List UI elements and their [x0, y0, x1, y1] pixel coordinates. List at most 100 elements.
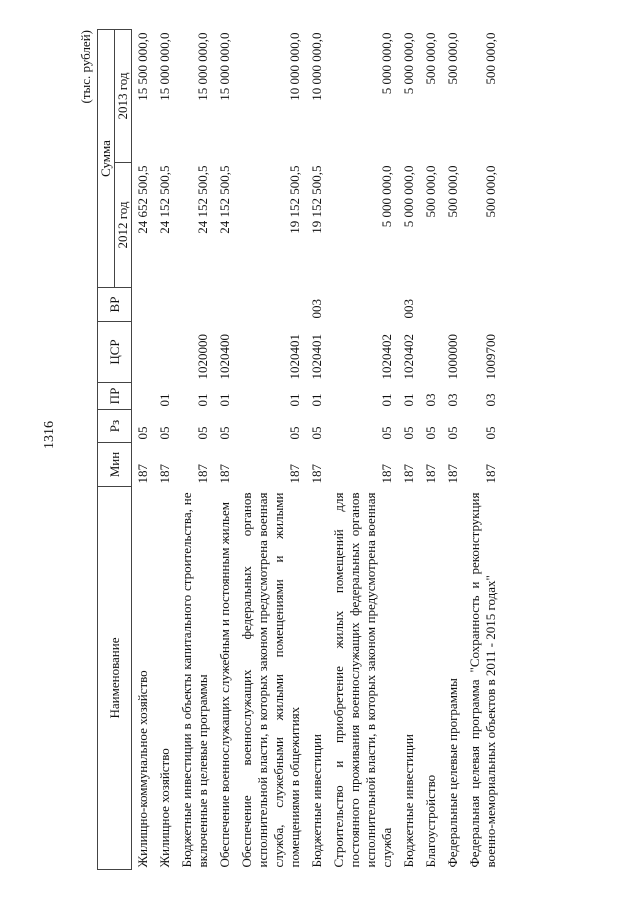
header-min: Мин	[97, 442, 132, 487]
cell-vr: 003	[309, 299, 324, 319]
page-number: 1316	[42, 421, 57, 449]
cell-pr: 01	[309, 393, 324, 407]
cell-y2013: 5 000 000,0	[401, 32, 416, 95]
cell-rz: 05	[287, 426, 302, 440]
cell-pr: 03	[483, 393, 498, 407]
table-row: Обеспечение военнослужащих служебным и п…	[214, 30, 236, 870]
cell-csr	[154, 322, 176, 383]
cell-y2013: 10 000 000,0	[309, 32, 324, 101]
header-name: Наименование	[97, 486, 132, 870]
cell-rz: 05	[135, 426, 150, 440]
table-row: Жилищно-коммунальное хозяйство 187 05 24 65…	[132, 30, 155, 870]
header-vr: ВР	[97, 287, 132, 322]
cell-name: Бюджетные инвестиции в объекты капитальн…	[179, 492, 210, 868]
cell-rz: 05	[217, 426, 232, 440]
cell-pr: 01	[379, 393, 394, 407]
cell-rz: 05	[379, 426, 394, 440]
cell-name: Обеспечение военнослужащих служебным и п…	[217, 501, 232, 868]
cell-y2012: 24 652 500,5	[135, 165, 150, 234]
cell-vr	[464, 288, 502, 322]
cell-min: 187	[423, 464, 438, 484]
header-rz: Рз	[97, 409, 132, 443]
table-row: Обеспечение военнослужащих федеральных о…	[236, 30, 306, 870]
cell-min: 187	[309, 464, 324, 484]
cell-csr: 1020000	[195, 334, 210, 380]
header-csr: ЦСР	[97, 321, 132, 383]
cell-y2013: 10 000 000,0	[287, 32, 302, 101]
cell-rz: 05	[401, 426, 416, 440]
cell-rz: 05	[195, 426, 210, 440]
cell-rz: 05	[157, 426, 172, 440]
cell-y2012: 5 000 000,0	[379, 165, 394, 228]
header-sum: Сумма	[97, 29, 115, 288]
cell-y2012: 500 000,0	[423, 165, 438, 218]
cell-min: 187	[135, 464, 150, 484]
cell-csr: 1020401	[309, 334, 324, 380]
cell-y2012: 500 000,0	[483, 165, 498, 218]
cell-y2013: 5 000 000,0	[379, 32, 394, 95]
cell-pr: 01	[287, 393, 302, 407]
cell-csr: 1000000	[445, 334, 460, 380]
cell-vr	[154, 288, 176, 322]
cell-csr: 1009700	[483, 334, 498, 380]
cell-vr	[328, 288, 398, 322]
units-label: (тыс. рублей)	[78, 30, 93, 104]
cell-y2013: 15 000 000,0	[195, 32, 210, 101]
cell-pr: 03	[423, 393, 438, 407]
cell-csr: 1020402	[401, 334, 416, 380]
cell-name: Бюджетные инвестиции	[401, 734, 416, 868]
cell-y2012: 24 152 500,5	[195, 165, 210, 234]
table-row: Бюджетные инвестиции 187 05 01 1020401 003 19 …	[306, 30, 328, 870]
cell-y2013: 500 000,0	[483, 32, 498, 85]
cell-min: 187	[287, 464, 302, 484]
table-row: Бюджетные инвестиции 187 05 01 1020402 003 5 0…	[398, 30, 420, 870]
cell-csr	[420, 322, 442, 383]
cell-y2012: 19 152 500,5	[287, 165, 302, 234]
cell-name: Обеспечение военнослужащих федеральных о…	[239, 492, 302, 868]
cell-name: Федеральная целевая программа "Сохраннос…	[467, 492, 498, 868]
cell-pr: 01	[157, 393, 172, 407]
cell-min: 187	[217, 464, 232, 484]
cell-min: 187	[157, 464, 172, 484]
cell-y2013: 15 000 000,0	[217, 32, 232, 101]
cell-name: Бюджетные инвестиции	[309, 734, 324, 868]
cell-rz: 05	[423, 426, 438, 440]
cell-name: Жилищное хозяйство	[157, 748, 172, 868]
cell-vr	[132, 288, 155, 322]
cell-y2012: 24 152 500,5	[217, 165, 232, 234]
table-row: Федеральные целевые программы 187 05 03 1000…	[442, 30, 464, 870]
table-row: Федеральная целевая программа "Сохраннос…	[464, 30, 502, 870]
cell-vr	[176, 288, 214, 322]
cell-name: Благоустройство	[423, 774, 438, 868]
cell-pr: 01	[195, 393, 210, 407]
cell-csr	[132, 322, 155, 383]
cell-y2012: 24 152 500,5	[157, 165, 172, 234]
cell-name: Строительство и приобретение жилых помещ…	[331, 492, 394, 868]
cell-y2012: 19 152 500,5	[309, 165, 324, 234]
cell-pr: 01	[401, 393, 416, 407]
table-row: Строительство и приобретение жилых помещ…	[328, 30, 398, 870]
cell-rz: 05	[309, 426, 324, 440]
cell-name: Жилищно-коммунальное хозяйство	[135, 670, 150, 868]
cell-min: 187	[483, 464, 498, 484]
cell-csr: 1020401	[287, 334, 302, 380]
cell-min: 187	[401, 464, 416, 484]
cell-vr	[236, 288, 306, 322]
cell-min: 187	[379, 464, 394, 484]
cell-y2013: 15 000 000,0	[157, 32, 172, 101]
cell-min: 187	[195, 464, 210, 484]
cell-vr	[442, 288, 464, 322]
table-row: Жилищное хозяйство 187 05 01 24 152 500,5 15 …	[154, 30, 176, 870]
cell-y2013: 500 000,0	[445, 32, 460, 85]
cell-y2012: 500 000,0	[445, 165, 460, 218]
cell-min: 187	[445, 464, 460, 484]
cell-csr: 1020400	[217, 334, 232, 380]
header-2012: 2012 год	[114, 162, 132, 288]
cell-pr: 03	[445, 393, 460, 407]
budget-table: Наименование Мин Рз ПР ЦСР ВР Сумма 2012…	[97, 29, 502, 870]
cell-y2012: 5 000 000,0	[401, 165, 416, 228]
cell-rz: 05	[483, 426, 498, 440]
cell-rz: 05	[445, 426, 460, 440]
header-2013: 2013 год	[114, 29, 132, 163]
